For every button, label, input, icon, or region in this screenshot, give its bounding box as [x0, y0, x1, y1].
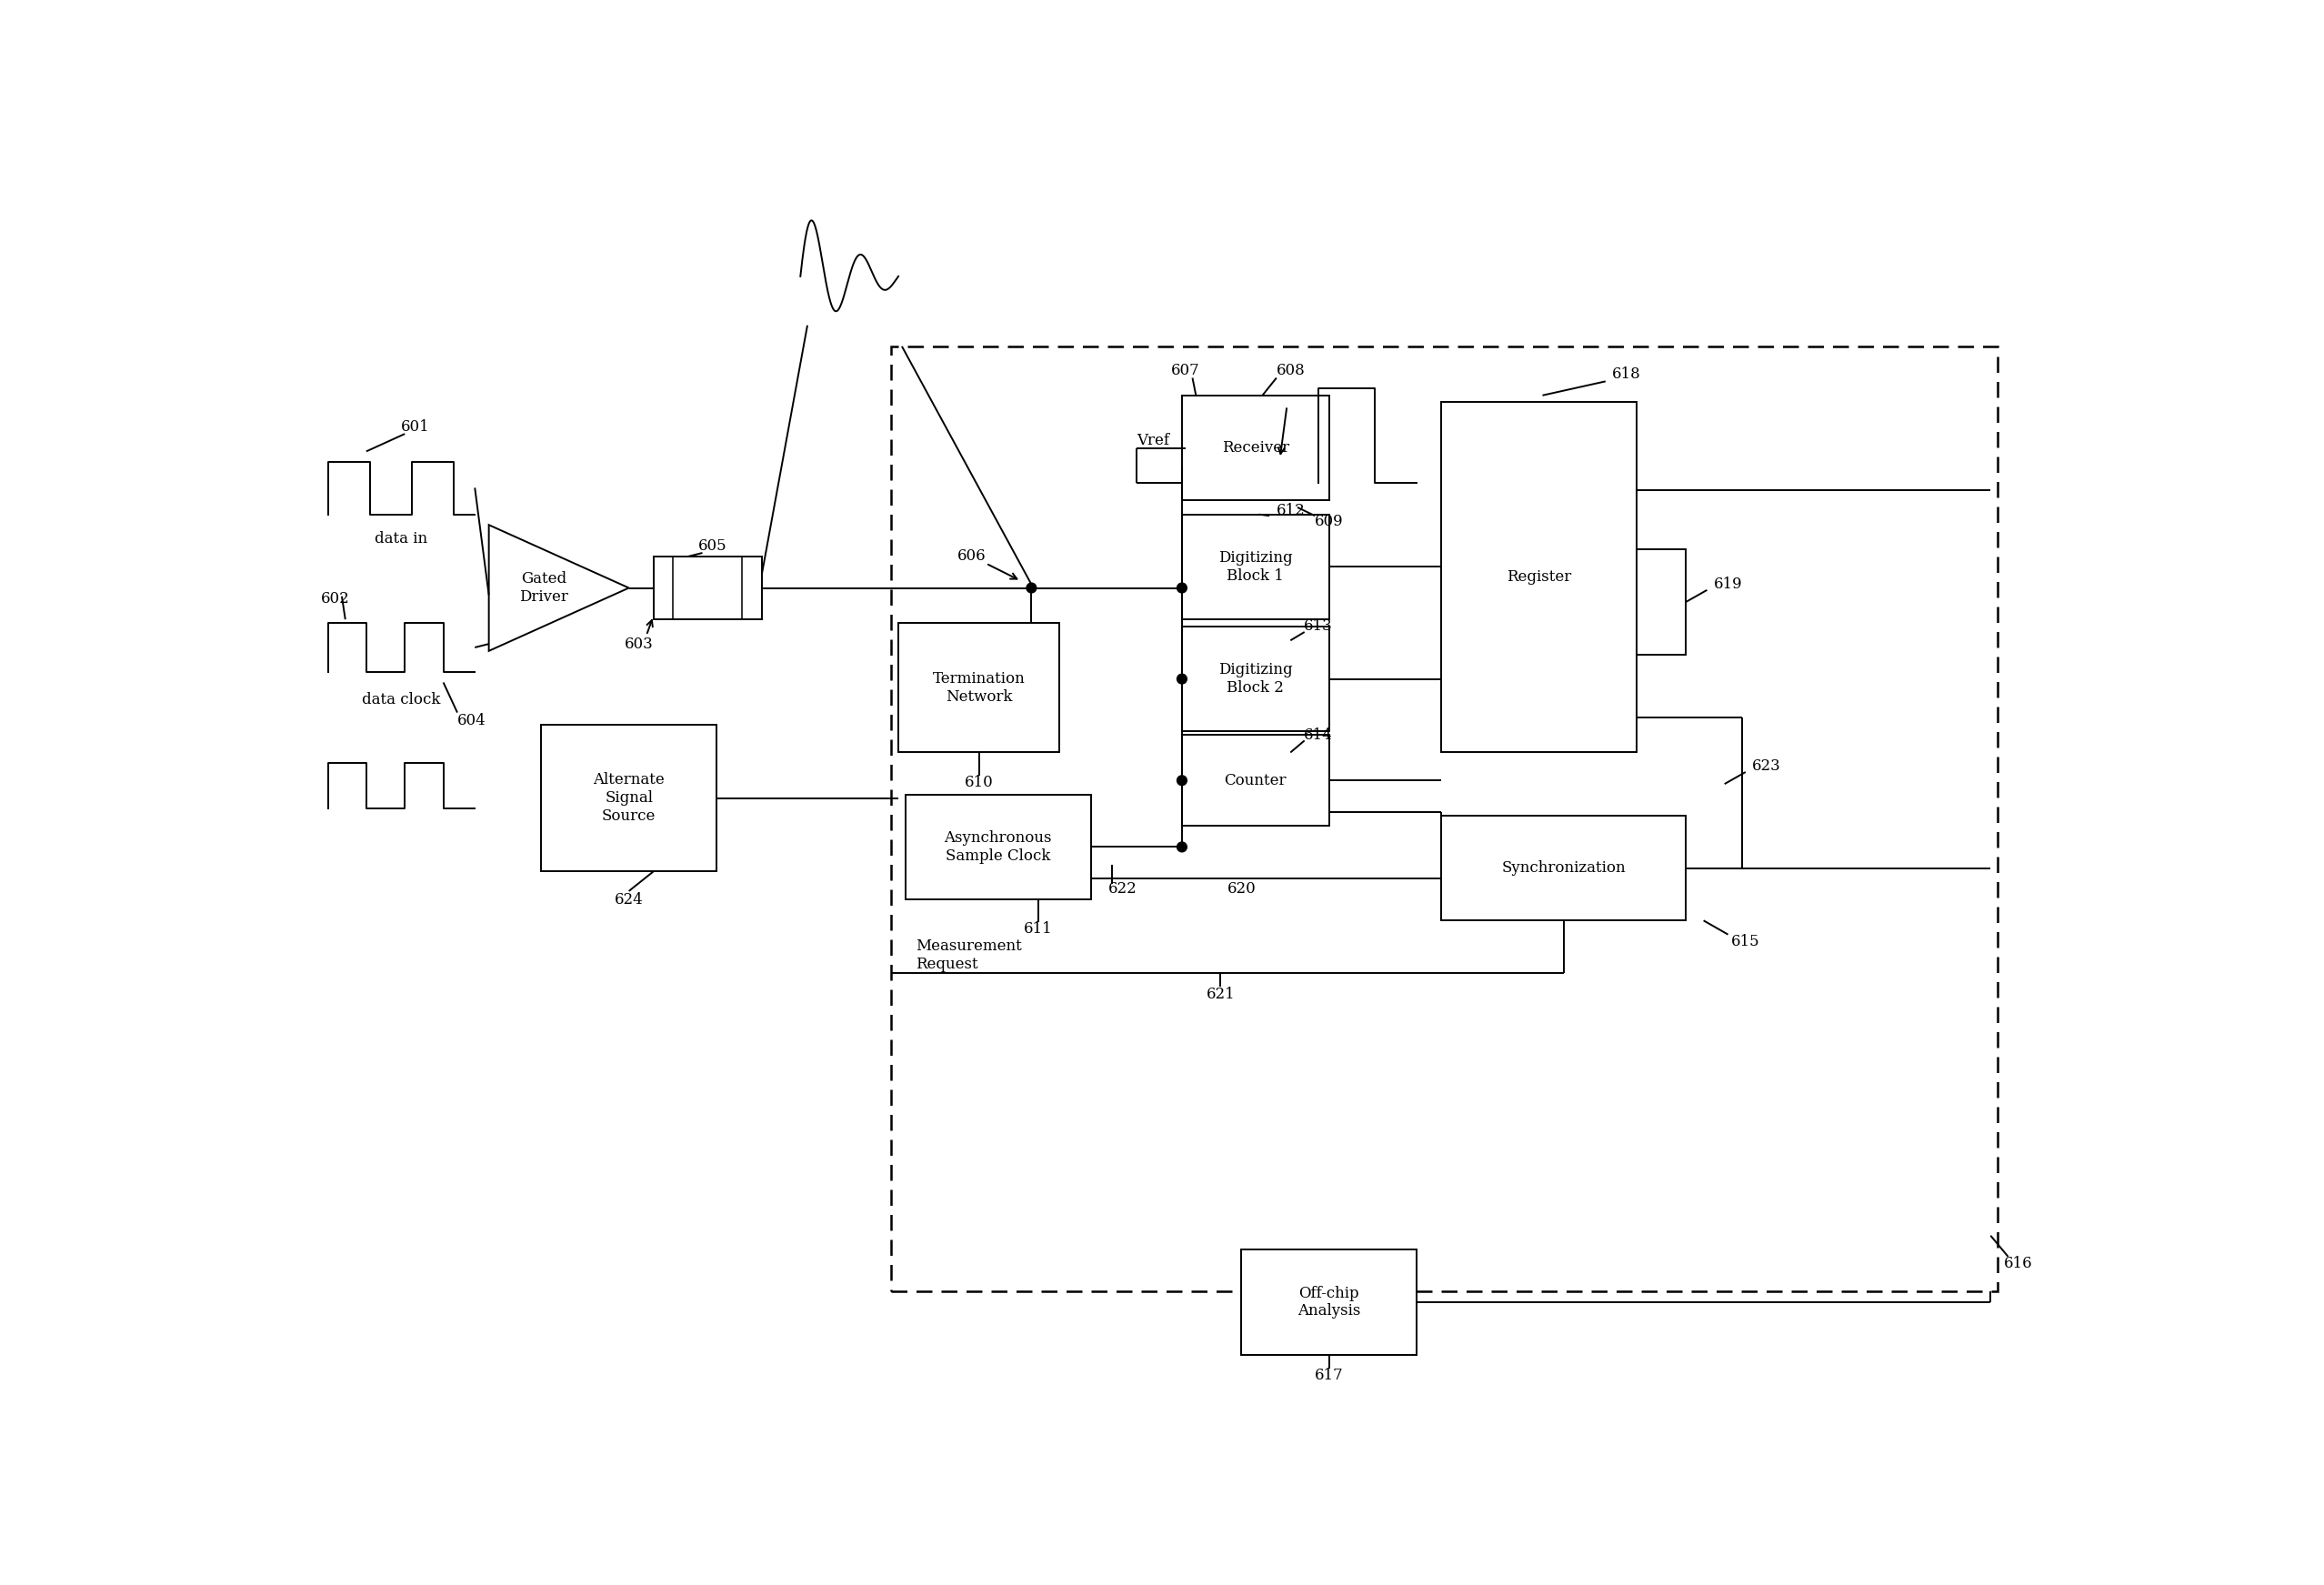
FancyBboxPatch shape: [906, 794, 1090, 900]
Circle shape: [1176, 842, 1188, 851]
Text: 616: 616: [2003, 1255, 2034, 1271]
FancyBboxPatch shape: [1183, 515, 1329, 620]
Circle shape: [1027, 583, 1037, 593]
FancyBboxPatch shape: [653, 556, 762, 620]
FancyBboxPatch shape: [1183, 626, 1329, 731]
Text: 609: 609: [1315, 514, 1343, 529]
Text: Digitizing
Block 1: Digitizing Block 1: [1218, 550, 1292, 583]
FancyBboxPatch shape: [899, 623, 1060, 753]
Text: Digitizing
Block 2: Digitizing Block 2: [1218, 663, 1292, 696]
Text: 624: 624: [614, 892, 644, 907]
Text: Measurement
Request: Measurement Request: [916, 938, 1023, 972]
Text: 601: 601: [402, 418, 430, 434]
Text: 608: 608: [1276, 363, 1304, 379]
Text: Alternate
Signal
Source: Alternate Signal Source: [593, 772, 665, 824]
Text: 611: 611: [1025, 921, 1053, 937]
Circle shape: [1176, 775, 1188, 786]
Circle shape: [1176, 583, 1188, 593]
Text: Vref: Vref: [1136, 433, 1169, 449]
Text: Synchronization: Synchronization: [1501, 861, 1624, 877]
Text: 615: 615: [1731, 934, 1759, 949]
Text: 617: 617: [1315, 1368, 1343, 1384]
Text: 612: 612: [1276, 502, 1304, 518]
Text: 602: 602: [321, 591, 349, 605]
Text: 603: 603: [625, 636, 653, 651]
Text: Off-chip
Analysis: Off-chip Analysis: [1297, 1285, 1360, 1319]
Text: 610: 610: [964, 775, 992, 791]
Text: 604: 604: [458, 713, 486, 729]
Text: 613: 613: [1304, 618, 1334, 634]
FancyBboxPatch shape: [1636, 550, 1685, 655]
Circle shape: [1176, 674, 1188, 683]
Text: 621: 621: [1206, 986, 1234, 1002]
FancyBboxPatch shape: [1441, 403, 1636, 753]
Text: 607: 607: [1171, 363, 1199, 379]
Text: Counter: Counter: [1225, 773, 1287, 788]
Text: Asynchronous
Sample Clock: Asynchronous Sample Clock: [944, 831, 1053, 864]
Text: Register: Register: [1506, 569, 1571, 585]
Text: 618: 618: [1613, 366, 1641, 382]
Text: Receiver: Receiver: [1222, 441, 1290, 455]
Text: 606: 606: [957, 548, 985, 564]
Text: data clock: data clock: [363, 693, 442, 707]
Text: Gated
Driver: Gated Driver: [518, 571, 567, 604]
FancyBboxPatch shape: [1441, 815, 1685, 921]
Text: data in: data in: [374, 531, 428, 547]
Text: 620: 620: [1227, 881, 1255, 897]
FancyBboxPatch shape: [1183, 735, 1329, 826]
Text: 619: 619: [1713, 577, 1743, 593]
Text: 623: 623: [1752, 759, 1780, 773]
Text: 622: 622: [1109, 881, 1136, 897]
Text: 614: 614: [1304, 728, 1334, 743]
FancyBboxPatch shape: [541, 724, 716, 872]
Text: Termination
Network: Termination Network: [932, 670, 1025, 704]
FancyBboxPatch shape: [1241, 1249, 1418, 1355]
FancyBboxPatch shape: [892, 347, 1999, 1292]
Text: 605: 605: [700, 539, 727, 553]
FancyBboxPatch shape: [1183, 395, 1329, 501]
